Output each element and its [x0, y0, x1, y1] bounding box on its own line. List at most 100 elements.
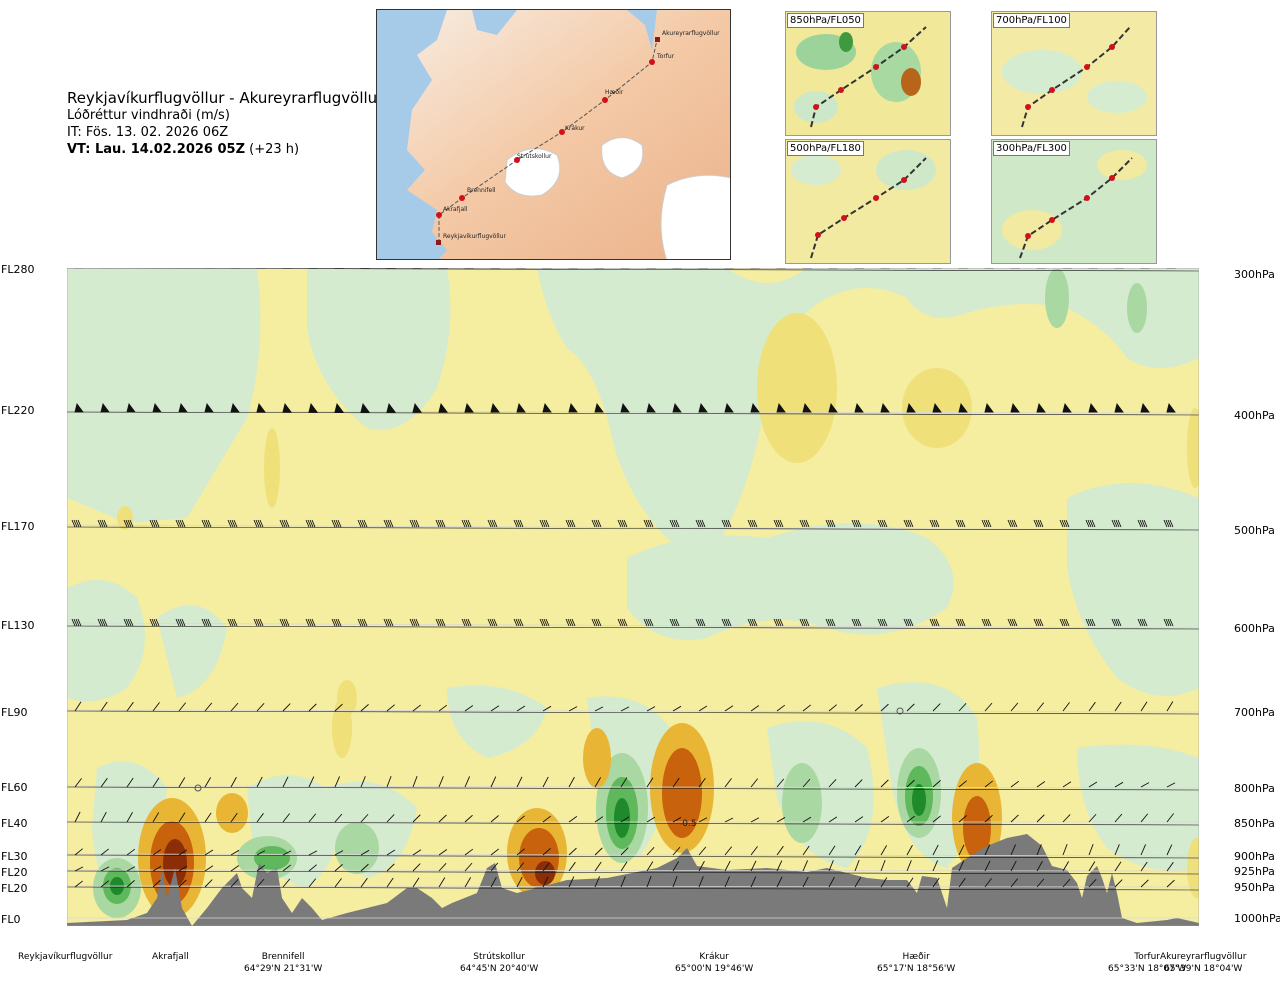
wind-barb: [750, 778, 759, 788]
wind-barb: [74, 880, 84, 888]
hpa-label: 950hPa: [1234, 881, 1275, 894]
wind-barb: [308, 813, 317, 823]
wind-barb: [305, 519, 316, 528]
wind-barb: [487, 519, 498, 528]
wind-barb: [282, 878, 291, 888]
hpa-label: 300hPa: [1234, 268, 1275, 281]
wind-barb: [906, 877, 914, 888]
wind-barb: [71, 519, 82, 528]
wind-barb: [308, 850, 318, 856]
waypoint-label: Brennifell 64°29'N 21°31'W: [244, 951, 322, 975]
cross-section-chart: -0.5: [67, 268, 1199, 926]
map-marker-haedir: [602, 97, 608, 103]
wind-barb: [724, 402, 734, 413]
wind-barb: [386, 402, 396, 413]
wind-barb: [227, 618, 238, 627]
thumbnail-300hpa[interactable]: 300hPa/FL300: [991, 139, 1157, 264]
map-label-akureyri: Akureyrarflugvöllur: [662, 30, 720, 37]
wind-level-line: [67, 625, 1199, 630]
wind-barb: [568, 815, 578, 823]
wind-barb: [646, 875, 652, 888]
fl-label: FL20: [1, 866, 28, 879]
wind-barb: [984, 860, 991, 872]
wind-barb: [932, 877, 940, 888]
wind-barb: [1140, 879, 1149, 888]
wind-barb: [1062, 702, 1070, 712]
wind-barb: [1166, 782, 1176, 788]
wind-level-line: [67, 870, 1199, 875]
wind-barb: [308, 864, 317, 872]
wind-barb: [1111, 519, 1122, 528]
map-route-line: [438, 39, 658, 243]
wind-barb: [854, 859, 860, 872]
wind-barb: [568, 402, 578, 413]
waypoint-label: Reykjavíkurflugvöllur: [18, 951, 112, 963]
wind-barb: [490, 862, 499, 872]
wind-barb: [1036, 402, 1046, 413]
wind-barb: [594, 876, 601, 888]
wind-barb: [620, 847, 629, 856]
wind-barb: [334, 813, 343, 823]
wind-barb: [1085, 519, 1096, 528]
map-glacier-hofsjokull: [601, 137, 644, 179]
thumbnail-500hpa[interactable]: 500hPa/FL180: [785, 139, 951, 264]
wind-barb: [591, 618, 602, 627]
wind-barb: [516, 705, 526, 712]
wind-barb: [1166, 861, 1174, 872]
wind-barb: [152, 702, 160, 712]
wind-barb: [282, 776, 289, 788]
wind-barb: [1166, 813, 1174, 823]
wind-barb: [747, 618, 758, 627]
thumbnail-label: 700hPa/FL100: [993, 13, 1070, 28]
waypoint-label: Hæðir 65°17'N 18°56'W: [877, 951, 955, 975]
wind-barb: [334, 402, 344, 413]
wind-barb: [981, 618, 992, 627]
wind-barb: [591, 519, 602, 528]
wind-barb: [100, 402, 110, 413]
map-label-torfur: Torfur: [656, 53, 675, 60]
wind-barb: [74, 848, 83, 856]
wind-barb: [539, 618, 550, 627]
wind-barb: [1140, 782, 1150, 788]
wind-barb: [620, 706, 630, 712]
wind-barb: [828, 816, 838, 823]
wind-barb: [152, 402, 162, 413]
wind-barb: [464, 705, 474, 712]
wind-barb: [802, 778, 811, 788]
wind-barb: [126, 701, 134, 712]
wind-barb: [906, 860, 912, 872]
wind-barb: [409, 519, 420, 528]
wind-barb: [178, 812, 186, 823]
wind-barb: [721, 618, 732, 627]
wind-barb: [412, 863, 421, 872]
wind-barb: [204, 812, 212, 823]
wind-barb: [984, 878, 992, 888]
wind-barb: [438, 776, 444, 788]
wind-barb: [880, 877, 888, 888]
waypoint-name: Hæðir: [902, 952, 930, 962]
wind-barb: [854, 877, 862, 888]
wind-barb: [513, 519, 524, 528]
wind-barb: [1166, 844, 1173, 856]
wind-barb: [490, 705, 500, 712]
map-label-strutskollur: Strútskollur: [517, 153, 552, 160]
wind-barb: [435, 519, 446, 528]
wind-barb: [854, 845, 862, 856]
wind-barb: [175, 519, 186, 528]
map-marker-akrafjall: [436, 212, 442, 218]
wind-barb: [646, 777, 654, 788]
wind-barb: [776, 876, 783, 888]
wind-barb: [1140, 844, 1147, 856]
waypoint-coord: 64°45'N 20°40'W: [460, 964, 539, 974]
wind-barb: [201, 618, 212, 627]
waypoint-coord: 65°33'N 18°07'W: [1108, 964, 1187, 974]
wind-barb: [1137, 618, 1148, 627]
wind-barb: [516, 815, 525, 823]
wind-barb: [464, 862, 473, 872]
chart-header: Reykjavíkurflugvöllur - Akureyrarflugvöl…: [67, 90, 383, 158]
thumbnail-850hpa[interactable]: 850hPa/FL050: [785, 11, 951, 136]
fl-label: FL90: [1, 706, 28, 719]
thumbnail-700hpa[interactable]: 700hPa/FL100: [991, 11, 1157, 136]
wind-barb: [334, 878, 342, 888]
wind-barb: [386, 775, 392, 788]
